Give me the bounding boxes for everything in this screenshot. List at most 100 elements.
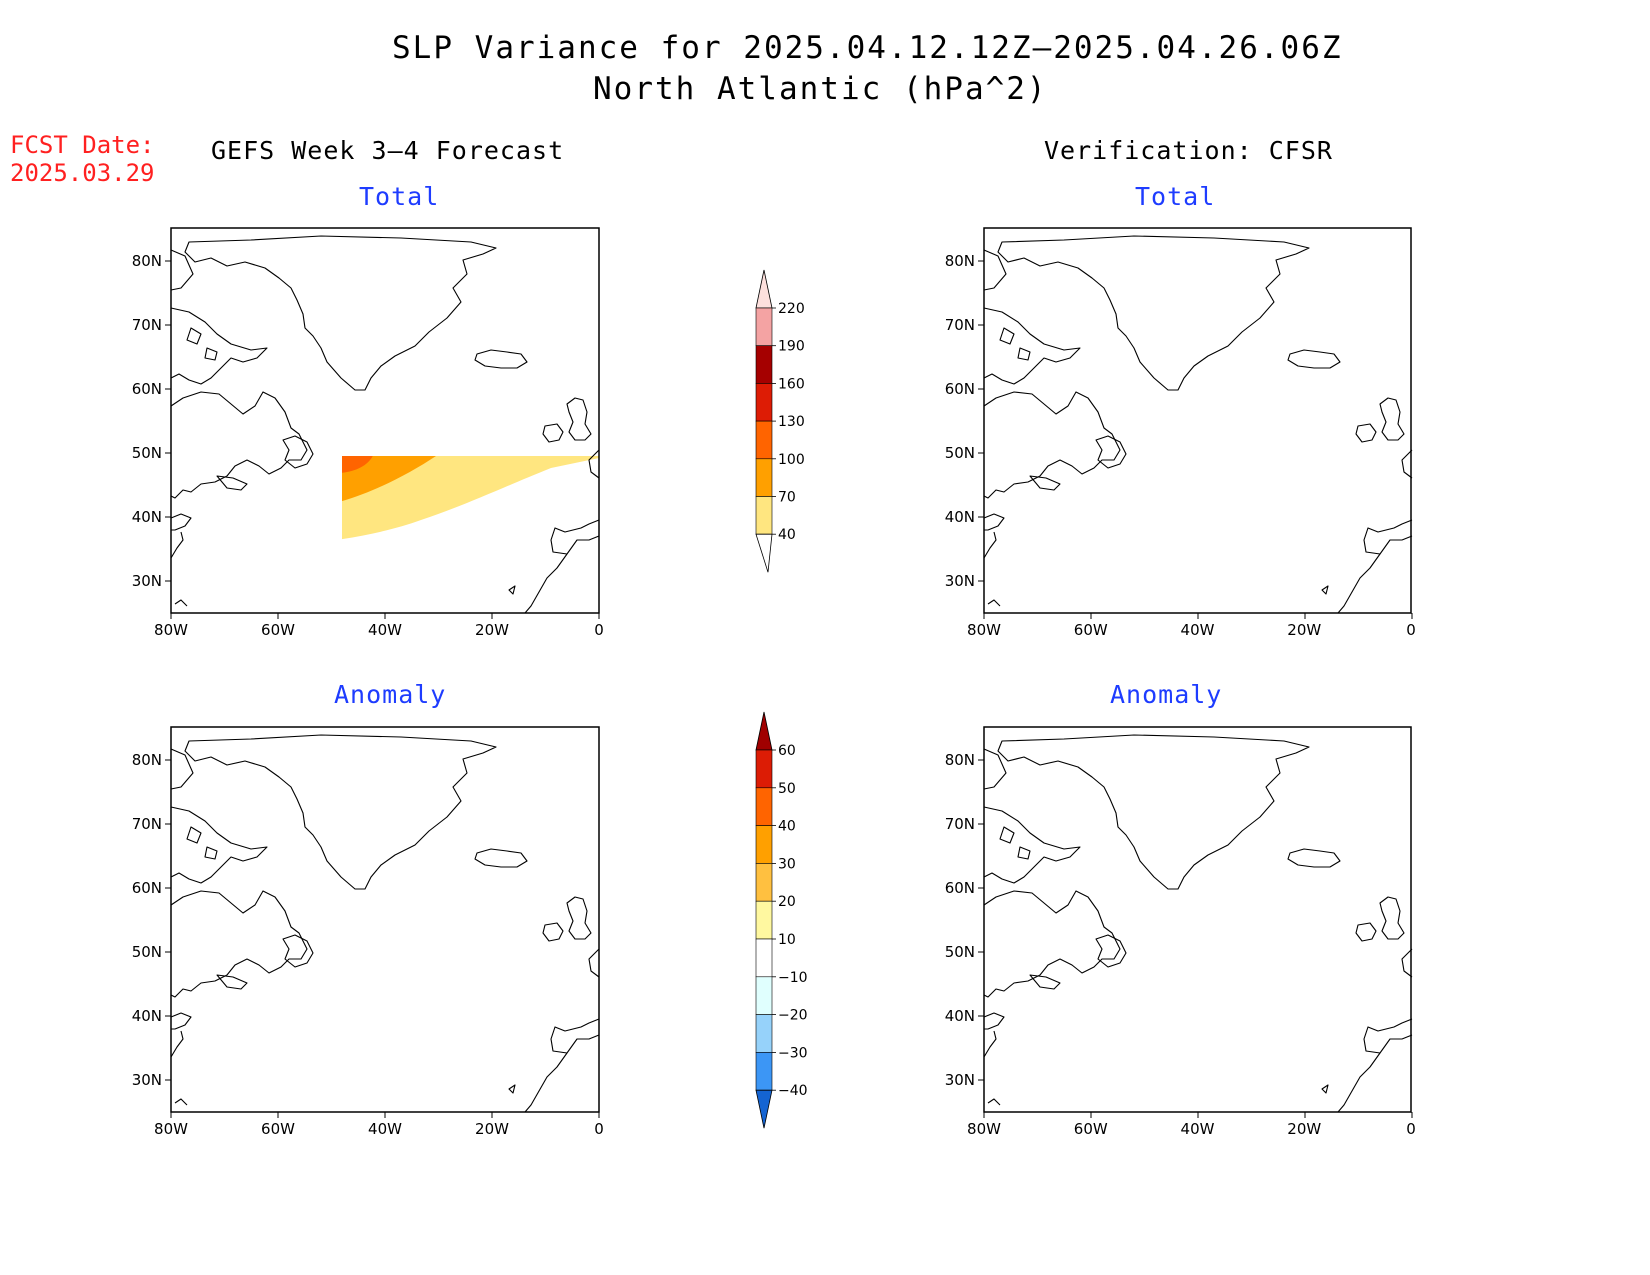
colorbar-anomaly-label: 40 — [778, 819, 796, 835]
shade-40b — [1114, 957, 1173, 996]
shade-white-hole — [1260, 887, 1326, 934]
lon-tick-label: 20W — [1287, 621, 1321, 639]
lat-tick-label: 30N — [132, 572, 162, 590]
colorbar-anomaly-top-arrow — [755, 711, 773, 751]
shade-minus20 — [984, 727, 1411, 941]
colorbar-total-bottom-arrow — [755, 533, 773, 573]
colorbar-total-top-arrow — [755, 269, 773, 309]
shade-40 — [342, 456, 599, 540]
lat-tick-label: 50N — [945, 943, 975, 961]
lat-tick-label: 60N — [132, 879, 162, 897]
shade-minus10-hole — [1270, 893, 1313, 925]
lat-tick-label: 80N — [132, 252, 162, 270]
shade-40c — [1369, 448, 1411, 492]
lon-tick-label: 20W — [1287, 1120, 1321, 1138]
lon-tick-label: 80W — [154, 1120, 188, 1138]
lat-tick-label: 70N — [132, 815, 162, 833]
lat-tick-label: 50N — [132, 444, 162, 462]
lat-tick-label: 60N — [945, 879, 975, 897]
colorbar-total-swatch — [755, 420, 773, 460]
colorbar-total-label: 220 — [778, 301, 805, 317]
lon-tick-label: 0 — [594, 1120, 604, 1138]
fcst-date-label: FCST Date: — [10, 131, 155, 159]
colorbar-anomaly-label: 50 — [778, 781, 796, 797]
shade-40 — [1173, 277, 1239, 326]
colorbar-anomaly-bottom-arrow — [755, 1089, 773, 1129]
lon-tick-label: 0 — [594, 621, 604, 639]
lon-tick-label: 60W — [261, 1120, 295, 1138]
lat-tick-label: 70N — [945, 815, 975, 833]
colorbar-total-label: 190 — [778, 339, 805, 355]
colorbar-anomaly-label: 20 — [778, 894, 796, 910]
lat-tick-label: 40N — [945, 508, 975, 526]
shade-minus20b — [401, 785, 544, 839]
panel-subtitle-cfsr-total: Total — [1135, 182, 1216, 211]
colorbar-total-label: 160 — [778, 376, 805, 392]
lat-tick-label: 80N — [945, 751, 975, 769]
shade-70 — [984, 426, 1270, 516]
shade-minus10-south-b — [1219, 1016, 1277, 1065]
lat-tick-label: 80N — [132, 751, 162, 769]
shade-10-dot — [1284, 901, 1302, 915]
map-panel-gefs-total — [164, 227, 600, 620]
colorbar-anomaly-swatch — [755, 938, 773, 978]
map-panel-gefs-anomaly — [164, 726, 600, 1119]
lon-tick-label: 40W — [1181, 621, 1215, 639]
shade-100 — [370, 287, 410, 326]
lat-tick-label: 40N — [945, 1007, 975, 1025]
lat-tick-label: 40N — [132, 1007, 162, 1025]
lat-tick-label: 60N — [132, 380, 162, 398]
map-panel-cfsr-anomaly — [977, 726, 1413, 1119]
lat-tick-label: 40N — [132, 508, 162, 526]
colorbar-anomaly-label: −40 — [778, 1083, 808, 1099]
colorbar-total-label: 100 — [778, 452, 805, 468]
lon-tick-label: 60W — [1074, 1120, 1108, 1138]
lon-tick-label: 20W — [475, 621, 509, 639]
colorbar-total-swatch — [755, 458, 773, 497]
shade-160b — [1109, 458, 1156, 484]
panel-subtitle-cfsr-anomaly: Anomaly — [1110, 680, 1223, 709]
lon-tick-label: 0 — [1406, 1120, 1416, 1138]
shade-100b — [342, 456, 373, 473]
shade-70b — [1266, 394, 1319, 434]
shade-30 — [1106, 952, 1183, 1005]
lon-tick-label: 80W — [154, 621, 188, 639]
lat-tick-label: 30N — [132, 1071, 162, 1089]
shade-130b — [1072, 444, 1187, 495]
lon-tick-label: 60W — [1074, 621, 1108, 639]
colorbar-anomaly-label: −20 — [778, 1008, 808, 1024]
colorbar-anomaly-swatch — [755, 1052, 773, 1091]
colorbar-anomaly-swatch — [755, 787, 773, 826]
shade-minus20 — [334, 763, 433, 810]
lat-tick-label: 70N — [132, 316, 162, 334]
colorbar-anomaly-label: 60 — [778, 743, 796, 759]
shade-minus40 — [984, 753, 1334, 935]
shade-10 — [341, 951, 355, 970]
lat-tick-label: 50N — [132, 943, 162, 961]
left-column-title: GEFS Week 3–4 Forecast — [211, 136, 565, 165]
colorbar-anomaly-label: 30 — [778, 856, 796, 872]
shade-50 — [1124, 962, 1166, 989]
right-column-title: Verification: CFSR — [1044, 136, 1333, 165]
colorbar-anomaly-swatch — [755, 1014, 773, 1053]
colorbar-anomaly-label: −10 — [778, 970, 808, 986]
shade-60 — [1132, 965, 1160, 983]
colorbar-total-swatch — [755, 383, 773, 422]
colorbar-total-label: 70 — [778, 490, 796, 506]
colorbar-anomaly: 60 50 40 30 20 10 −10 −20 −30 −40 — [755, 711, 808, 1129]
lat-tick-label: 30N — [945, 1071, 975, 1089]
colorbar-anomaly-swatch — [755, 825, 773, 864]
lat-tick-label: 70N — [945, 316, 975, 334]
axis-labels: 80N 70N 60N 50N 40N 30N 80W 60W 40W 20W 0 80N 70N 60N… — [132, 252, 1416, 1138]
map-panel-cfsr-total — [977, 227, 1413, 620]
fcst-date-value: 2025.03.29 — [10, 159, 155, 187]
shade-160 — [984, 456, 1022, 482]
lon-tick-label: 60W — [261, 621, 295, 639]
colorbar-anomaly-swatch — [755, 749, 773, 789]
lat-tick-label: 60N — [945, 380, 975, 398]
colorbar-anomaly-swatch — [755, 976, 773, 1015]
lat-tick-label: 50N — [945, 444, 975, 462]
main-title: SLP Variance for 2025.04.12.12Z–2025.04.… — [392, 30, 1343, 66]
lat-tick-label: 80N — [945, 252, 975, 270]
